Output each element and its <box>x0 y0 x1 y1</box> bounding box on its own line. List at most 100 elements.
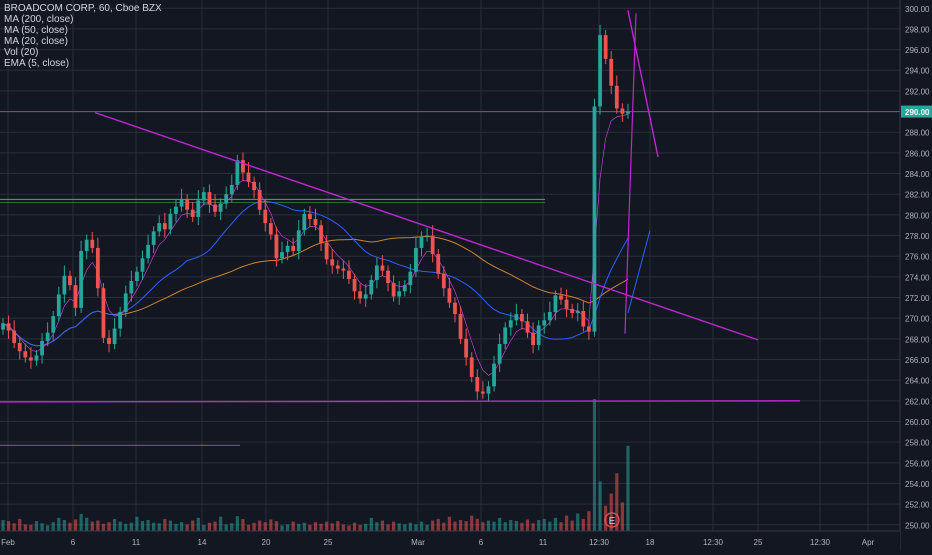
volume-bar <box>241 518 245 531</box>
candle-body <box>84 239 89 252</box>
volume-bar <box>615 473 619 531</box>
volume-bar <box>514 521 518 531</box>
volume-bar <box>18 518 22 531</box>
volume-bar <box>581 518 585 531</box>
volume-bar <box>163 518 167 531</box>
candle-body <box>581 310 586 327</box>
volume-bar <box>174 523 178 531</box>
volume-bar <box>34 521 39 531</box>
candle-body <box>280 252 284 259</box>
candle-body <box>146 244 150 259</box>
candle-body <box>542 320 547 326</box>
volume-bar <box>79 513 83 531</box>
volume-bar <box>274 521 279 531</box>
volume-bar <box>564 515 569 531</box>
time-tick-label: 18 <box>646 538 655 547</box>
trendline-1 <box>0 400 801 403</box>
candle-body <box>68 275 72 286</box>
volume-bar <box>525 519 530 531</box>
candle-body <box>363 294 368 299</box>
price-tick-label: 278.00 <box>905 232 930 241</box>
volume-bar <box>531 523 535 531</box>
candle-body <box>598 35 602 107</box>
volume-bar <box>548 521 552 531</box>
time-tick-label: 6 <box>71 538 76 547</box>
candle-body <box>575 310 580 314</box>
volume-bar <box>498 517 502 531</box>
volume-bar <box>157 523 161 531</box>
price-tick-label: 258.00 <box>905 439 930 448</box>
volume-bar <box>269 519 273 531</box>
volume-bar <box>364 523 368 531</box>
price-tick-label: 266.00 <box>905 356 930 365</box>
volume-bar <box>509 520 513 531</box>
candle-body <box>414 247 418 272</box>
candle-body <box>536 325 541 346</box>
volume-bar <box>419 521 424 531</box>
time-tick-label: 12:30 <box>810 538 831 547</box>
candle-body <box>56 294 61 317</box>
volume-bar <box>6 521 11 531</box>
volume-bar <box>40 523 44 531</box>
candle-body <box>436 254 441 274</box>
candle-body <box>291 245 296 252</box>
candle-body <box>257 190 262 210</box>
candle-body <box>140 258 145 272</box>
time-axis <box>0 531 900 550</box>
volume-bar <box>492 521 496 531</box>
price-tick-label: 298.00 <box>905 25 930 34</box>
earnings-marker-icon <box>604 512 620 528</box>
volume-bar <box>620 502 624 531</box>
candle-body <box>397 291 402 297</box>
price-tick-label: 274.00 <box>905 273 930 282</box>
candle-body <box>514 314 519 321</box>
volume-bar <box>475 518 479 531</box>
candle-body <box>402 285 407 292</box>
candle-body <box>531 332 535 346</box>
volume-bar <box>347 525 351 531</box>
candle-body <box>246 172 251 182</box>
volume-bar <box>291 521 295 531</box>
candle-body <box>51 316 56 333</box>
price-tick-label: 256.00 <box>905 459 930 468</box>
legend-ma50: MA (50, close) <box>4 25 68 36</box>
price-axis <box>900 0 932 550</box>
legend-ma200: MA (200, close) <box>4 14 74 25</box>
candle-body <box>525 321 530 333</box>
volume-bar <box>252 522 256 531</box>
volume-bar <box>325 521 329 531</box>
volume-bar <box>458 520 463 531</box>
time-tick-label: 12:30 <box>589 538 610 547</box>
volume-bar <box>202 524 206 531</box>
volume-bar <box>152 522 156 531</box>
volume-bar <box>185 524 189 531</box>
candle-body <box>308 213 312 220</box>
volume-bar <box>392 521 396 531</box>
price-tick-label: 294.00 <box>905 67 930 76</box>
volume-bar <box>436 518 440 531</box>
volume-bar <box>68 522 72 531</box>
volume-bar <box>520 522 524 531</box>
candle-body <box>123 293 128 312</box>
volume-bar <box>113 518 117 531</box>
candle-body <box>319 225 323 243</box>
volume-bar <box>168 520 172 531</box>
candle-body <box>62 275 67 295</box>
volume-bar <box>285 524 290 531</box>
time-tick-label: 12:30 <box>703 538 724 547</box>
candle-body <box>201 192 206 201</box>
volume-bar <box>207 522 212 531</box>
volume-bar <box>553 517 558 531</box>
volume-bar <box>352 522 357 531</box>
volume-bar <box>598 481 602 531</box>
volume-bar <box>313 522 318 531</box>
price-tick-label: 276.00 <box>905 253 930 262</box>
volume-bar <box>425 524 429 531</box>
volume-bar <box>503 522 507 531</box>
volume-bar <box>107 522 111 531</box>
volume-bar <box>537 520 541 531</box>
volume-bar <box>609 493 613 531</box>
price-tick-label: 296.00 <box>905 46 930 55</box>
